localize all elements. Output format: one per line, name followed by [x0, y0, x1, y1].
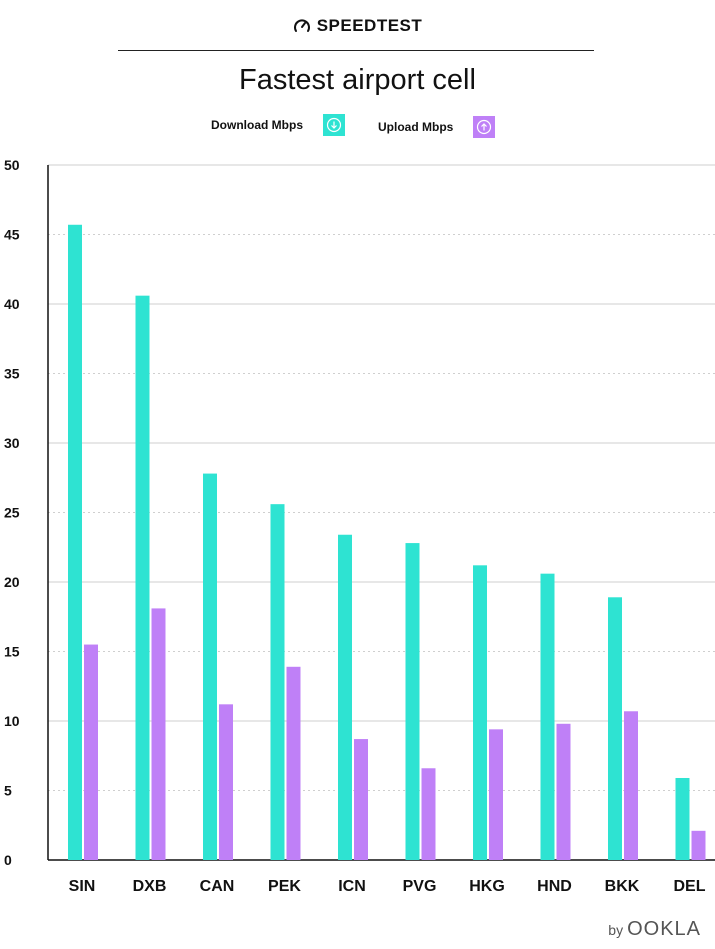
- header-divider: [118, 50, 594, 51]
- y-tick-label: 30: [4, 435, 20, 451]
- upload-bar: [421, 768, 436, 860]
- brand-name: SPEEDTEST: [316, 16, 423, 35]
- footer-by: by: [608, 922, 624, 938]
- x-tick-label: PEK: [268, 878, 301, 895]
- x-tick-label: BKK: [605, 878, 640, 895]
- y-tick-label: 35: [4, 366, 20, 382]
- upload-bar: [354, 739, 368, 860]
- y-tick-label: 10: [4, 713, 20, 729]
- download-bar: [405, 543, 420, 860]
- legend-download: Download Mbps: [211, 114, 345, 136]
- download-bar: [608, 597, 622, 860]
- y-tick-label: 0: [4, 852, 12, 868]
- download-bar: [68, 224, 82, 860]
- upload-bar: [286, 666, 301, 860]
- x-tick-label: ICN: [338, 878, 366, 895]
- legend-upload-label: Upload Mbps: [378, 120, 454, 134]
- upload-bar: [624, 711, 638, 860]
- download-bar: [270, 504, 285, 860]
- upload-bar: [84, 644, 98, 860]
- y-tick-label: 50: [4, 157, 20, 173]
- download-bar: [540, 573, 555, 860]
- legend-download-label: Download Mbps: [211, 118, 303, 132]
- upload-bar: [691, 830, 706, 860]
- upload-bar: [151, 608, 166, 860]
- download-icon: [323, 114, 345, 136]
- x-tick-label: DXB: [133, 878, 167, 895]
- upload-bar: [489, 729, 503, 860]
- y-tick-label: 25: [4, 505, 20, 521]
- legend: Download Mbps Upload Mbps: [0, 114, 715, 140]
- x-tick-label: PVG: [403, 878, 437, 895]
- y-tick-label: 45: [4, 227, 20, 243]
- gauge-icon: [293, 19, 310, 32]
- x-tick-label: CAN: [200, 878, 235, 895]
- y-tick-label: 5: [4, 783, 12, 799]
- download-bar: [473, 565, 487, 860]
- x-tick-label: DEL: [674, 878, 706, 895]
- y-tick-label: 15: [4, 644, 20, 660]
- legend-upload: Upload Mbps: [378, 116, 496, 138]
- upload-bar: [556, 723, 571, 860]
- download-bar: [135, 295, 150, 860]
- x-tick-label: SIN: [69, 878, 96, 895]
- download-bar: [338, 534, 352, 860]
- y-tick-label: 40: [4, 296, 20, 312]
- chart-title: Fastest airport cell: [239, 64, 476, 96]
- y-tick-label: 20: [4, 574, 20, 590]
- download-bar: [203, 473, 217, 860]
- upload-icon: [473, 116, 496, 138]
- x-tick-label: HKG: [469, 878, 505, 895]
- footer-credit: by OOKLA: [608, 918, 701, 941]
- x-tick-label: HND: [537, 878, 572, 895]
- ookla-logo: OOKLA: [627, 918, 701, 940]
- download-bar: [675, 777, 690, 860]
- brand-header: SPEEDTEST: [0, 16, 715, 40]
- upload-bar: [219, 704, 233, 860]
